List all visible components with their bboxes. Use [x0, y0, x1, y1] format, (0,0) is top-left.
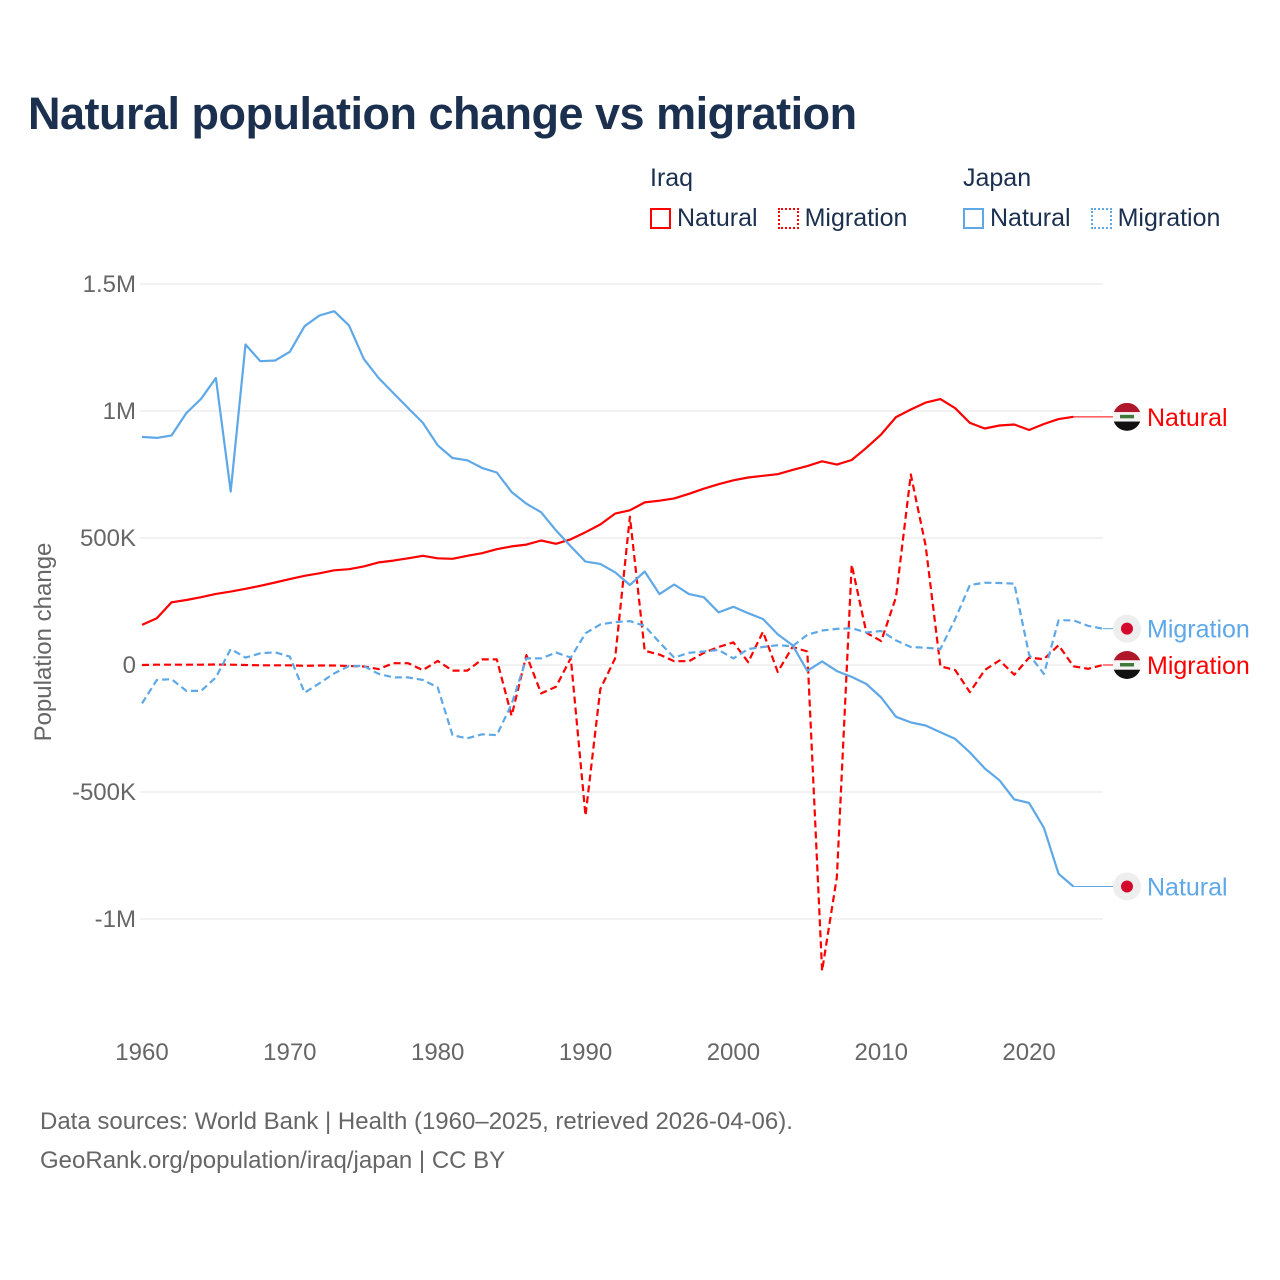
x-tick-label: 2010	[855, 1039, 908, 1066]
legend-item-iraq-natural[interactable]: Natural	[650, 204, 758, 233]
legend-swatch-solid	[650, 208, 671, 229]
legend-swatch-solid	[963, 208, 984, 229]
iraq-flag-icon	[1113, 651, 1141, 679]
japan-flag-icon	[1113, 614, 1141, 643]
gridlines	[140, 283, 1103, 920]
series-line-iraq-natural	[141, 398, 1074, 626]
end-label: Natural	[1147, 404, 1228, 432]
legend-iraq: Iraq Natural Migration	[650, 162, 907, 233]
y-axis-ticks: 1.5M 1M 500K 0 -500K -1M	[72, 271, 136, 933]
flag-sun	[1121, 622, 1133, 635]
flag-stripe-red	[1113, 651, 1141, 661]
legend-swatch-dotted	[777, 208, 799, 229]
japan-flag-icon	[1113, 872, 1141, 901]
end-label: Migration	[1147, 652, 1250, 680]
legend-item-japan-natural[interactable]: Natural	[963, 204, 1071, 233]
legend-country-iraq: Iraq	[650, 164, 694, 192]
y-tick-label: -1M	[95, 906, 136, 933]
series-lines	[141, 310, 1113, 972]
legend-label: Natural	[677, 204, 758, 232]
legend-country-japan: Japan	[963, 164, 1032, 192]
end-labels: Natural Migration Natural Migration	[1113, 402, 1250, 901]
x-tick-label: 1990	[559, 1039, 612, 1066]
y-tick-label: 0	[123, 652, 136, 679]
y-tick-label: 1M	[103, 398, 136, 425]
series-line-japan-migration	[141, 581, 1104, 740]
legend-item-iraq-migration[interactable]: Migration	[777, 204, 908, 233]
flag-stripe-black	[1113, 421, 1141, 431]
legend-japan: Japan Natural Migration	[963, 162, 1220, 233]
iraq-flag-icon	[1113, 402, 1141, 431]
end-label: Migration	[1147, 616, 1250, 644]
series-line-japan-natural	[141, 310, 1075, 888]
legend-swatch-dotted	[1090, 208, 1112, 229]
flag-stripes	[1113, 651, 1141, 679]
legend-label: Migration	[1117, 204, 1221, 232]
x-tick-label: 2000	[707, 1039, 760, 1066]
x-tick-label: 1980	[411, 1039, 464, 1066]
y-axis-label: Population change	[30, 543, 57, 742]
flag-stripe-black	[1113, 669, 1141, 679]
legend-label: Natural	[990, 204, 1071, 232]
y-tick-label: 1.5M	[83, 271, 136, 298]
y-tick-label: 500K	[80, 525, 136, 552]
x-tick-label: 1960	[115, 1039, 168, 1066]
x-tick-label: 2020	[1002, 1039, 1055, 1066]
y-tick-label: -500K	[72, 779, 136, 806]
flag-sun	[1121, 880, 1133, 893]
x-axis-ticks: 1960 1970 1980 1990 2000 2010 2020	[115, 1039, 1055, 1066]
end-label: Natural	[1147, 873, 1228, 901]
legend-label: Migration	[804, 204, 908, 232]
flag-stripes	[1113, 402, 1141, 431]
flag-emblem	[1120, 663, 1134, 667]
footer-sources: Data sources: World Bank | Health (1960–…	[40, 1108, 793, 1135]
footer-link[interactable]: GeoRank.org/population/iraq/japan | CC B…	[40, 1147, 506, 1174]
chart-title: Natural population change vs migration	[28, 88, 857, 139]
flag-emblem	[1120, 414, 1134, 419]
flag-stripe-red	[1113, 402, 1141, 413]
legend-item-japan-migration[interactable]: Migration	[1090, 204, 1221, 233]
series-line-iraq-migration	[141, 473, 1104, 972]
x-tick-label: 1970	[263, 1039, 316, 1066]
